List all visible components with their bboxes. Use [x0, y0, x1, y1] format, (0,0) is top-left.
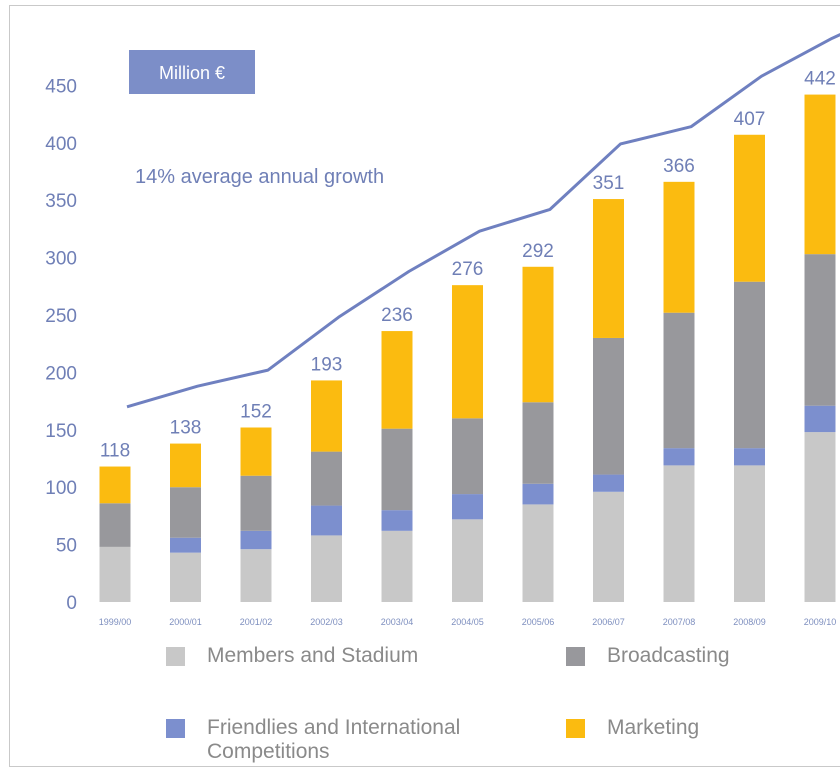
- x-tick-label: 2004/05: [451, 617, 484, 627]
- bar-segment: [804, 405, 836, 433]
- y-tick-label: 50: [56, 536, 77, 557]
- y-tick-label: 250: [45, 306, 77, 327]
- bar-segment: [804, 432, 836, 602]
- bar-segment: [381, 331, 413, 429]
- legend-swatch: [566, 719, 585, 738]
- x-tick-label: 2002/03: [310, 617, 343, 627]
- x-tick-label: 2003/04: [381, 617, 414, 627]
- x-tick-label: 2000/01: [169, 617, 202, 627]
- total-label: 407: [734, 109, 766, 130]
- bar-segment: [381, 530, 413, 602]
- y-tick-label: 200: [45, 363, 77, 384]
- bar-segment: [311, 505, 342, 536]
- bar-segment: [99, 546, 131, 602]
- bar-segment: [452, 519, 483, 602]
- y-tick-label: 350: [45, 191, 77, 212]
- bar-segment: [170, 443, 201, 488]
- y-tick-label: 150: [45, 421, 77, 442]
- bar-segment: [311, 380, 342, 452]
- bar-segment: [734, 134, 765, 282]
- total-label: 351: [593, 173, 625, 194]
- bar-segment: [170, 487, 201, 538]
- legend-swatch: [166, 647, 185, 666]
- y-tick-label: 100: [45, 478, 77, 499]
- x-tick-label: 2009/10: [804, 617, 837, 627]
- bar-segment: [522, 266, 554, 403]
- bar-segment: [99, 466, 131, 504]
- bar-segment: [804, 254, 836, 406]
- bars: [99, 94, 836, 602]
- bar-segment: [663, 181, 695, 313]
- legend-item-friendlies: Friendlies and International Competition…: [166, 716, 546, 766]
- total-label: 366: [663, 156, 695, 177]
- bar-segment: [663, 448, 695, 466]
- total-label: 442: [804, 69, 836, 90]
- total-label: 236: [381, 305, 413, 326]
- x-tick-label: 2006/07: [592, 617, 625, 627]
- bar-segment: [804, 94, 836, 255]
- total-label: 152: [240, 402, 272, 423]
- bar-segment: [240, 549, 272, 602]
- bar-segment: [240, 427, 272, 476]
- y-tick-label: 450: [45, 76, 77, 97]
- bar-segment: [311, 451, 342, 506]
- x-tick-label: 2007/08: [663, 617, 696, 627]
- legend-label: Members and Stadium: [207, 644, 419, 667]
- bar-segment: [311, 535, 342, 602]
- y-axis: 0 50 100 150 200 250 300 350 400 450: [45, 76, 77, 614]
- x-tick-label: 2001/02: [240, 617, 273, 627]
- bar-segment: [593, 337, 624, 475]
- x-tick-label: 2008/09: [733, 617, 766, 627]
- growth-annotation: 14% average annual growth: [135, 166, 384, 188]
- bar-segment: [593, 491, 624, 602]
- total-label: 138: [170, 418, 202, 439]
- bar-segment: [593, 474, 624, 492]
- trend-line: [126, 33, 840, 409]
- bar-segment: [381, 510, 413, 531]
- total-labels: 118 138 152 193 236 276 292 351 366 407 442: [100, 69, 836, 462]
- total-label: 276: [452, 259, 484, 280]
- bar-segment: [593, 199, 624, 338]
- bar-segment: [734, 448, 765, 466]
- y-tick-label: 300: [45, 249, 77, 270]
- total-label: 292: [522, 241, 554, 262]
- x-tick-label: 1999/00: [99, 617, 132, 627]
- trend-line-path: [126, 33, 840, 409]
- total-label: 193: [311, 354, 343, 375]
- legend-label: Broadcasting: [607, 644, 730, 667]
- legend-label: Friendlies and International Competition…: [207, 716, 461, 763]
- x-axis: 1999/00 2000/01 2001/02 2002/03 2003/04 2004/…: [99, 617, 837, 627]
- bar-segment: [522, 504, 554, 602]
- unit-badge-box: [129, 50, 255, 94]
- bar-segment: [452, 494, 483, 520]
- bar-segment: [381, 428, 413, 511]
- total-label: 118: [100, 441, 130, 462]
- y-tick-label: 400: [45, 134, 77, 155]
- bar-segment: [240, 530, 272, 550]
- bar-segment: [170, 552, 201, 602]
- bar-segment: [663, 465, 695, 602]
- chart-frame: 0 50 100 150 200 250 300 350 400 450 1999/00 2000/…: [9, 5, 840, 767]
- bar-segment: [99, 503, 131, 547]
- legend-swatch: [566, 647, 585, 666]
- bar-segment: [663, 312, 695, 449]
- y-tick-label: 0: [66, 593, 77, 614]
- x-tick-label: 2005/06: [522, 617, 555, 627]
- bar-segment: [522, 483, 554, 505]
- bar-segment: [170, 537, 201, 553]
- bar-segment: [734, 465, 765, 602]
- chart-svg: 0 50 100 150 200 250 300 350 400 450 1999/00 2000/…: [45, 33, 840, 627]
- bar-segment: [452, 418, 483, 495]
- bar-segment: [734, 281, 765, 449]
- bar-segment: [240, 475, 272, 531]
- bar-segment: [452, 285, 483, 419]
- bar-segment: [522, 402, 554, 484]
- legend-label: Marketing: [607, 716, 700, 739]
- unit-badge-label: Million €: [159, 63, 225, 83]
- legend-swatch: [166, 719, 185, 738]
- unit-badge: Million €: [129, 50, 255, 94]
